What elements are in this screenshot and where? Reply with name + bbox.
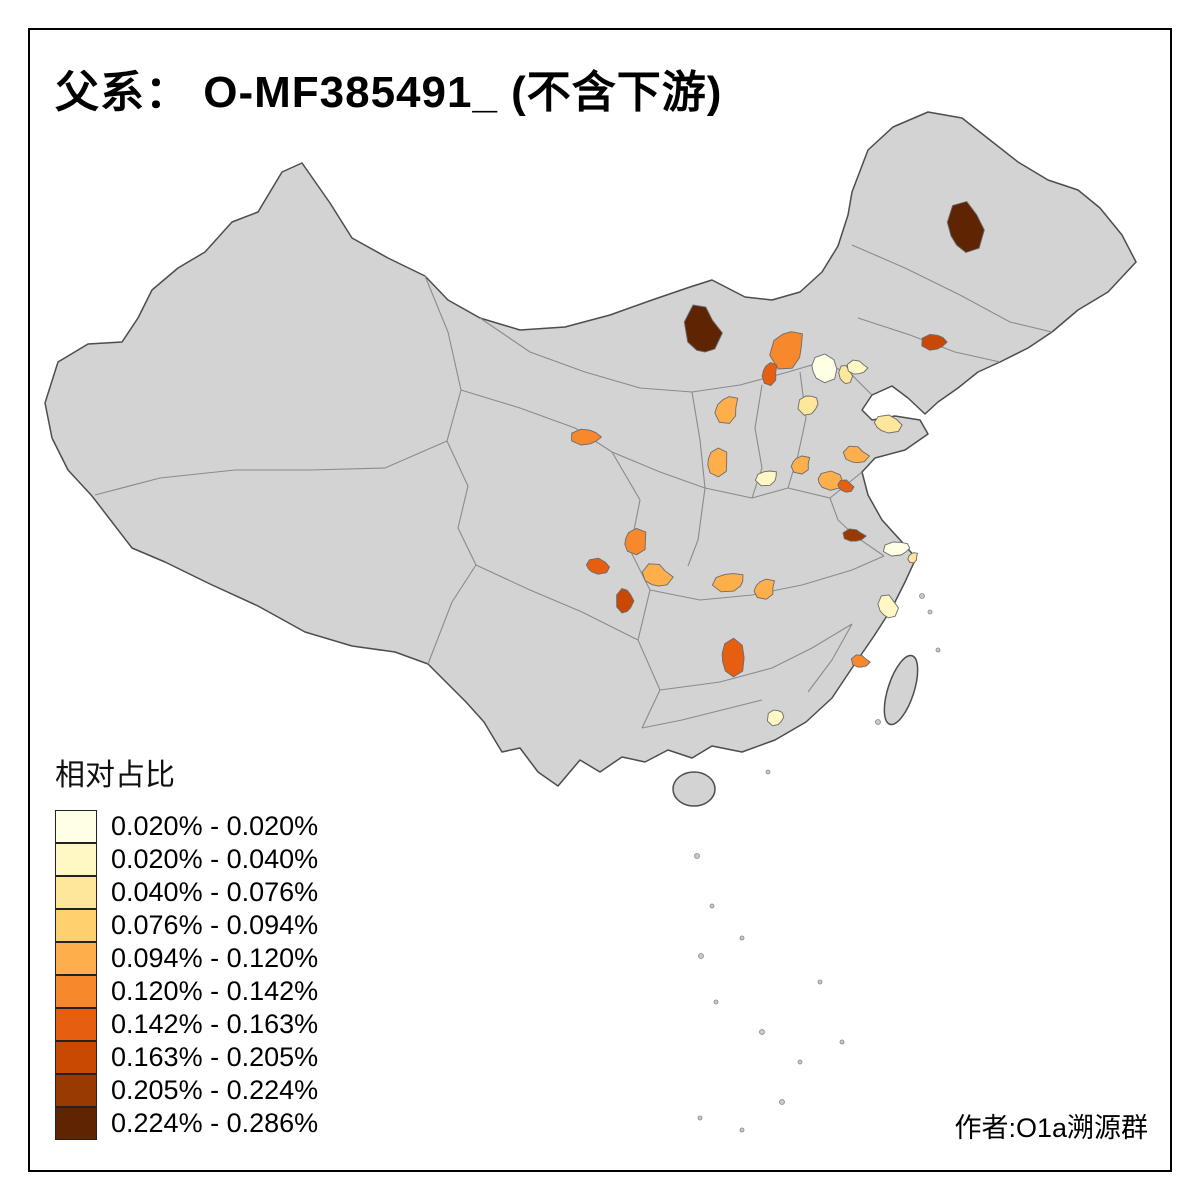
legend-range-label: 0.020% - 0.020% [111, 811, 319, 841]
legend-swatch [55, 875, 97, 909]
legend-range-label: 0.020% - 0.040% [111, 844, 319, 874]
map-region-bin-10 [683, 304, 723, 353]
map-region-bin-3 [907, 552, 918, 564]
taiwan-island [883, 654, 919, 726]
legend-row: 0.224% - 0.286% [55, 1106, 319, 1140]
map-region-bin-5 [707, 447, 728, 478]
map-region-bin-2 [766, 709, 785, 727]
south-china-sea-islands [694, 593, 941, 1133]
legend-row: 0.020% - 0.020% [55, 809, 319, 843]
highlighted-prefectures [571, 201, 985, 727]
province-borders [94, 244, 1053, 729]
map-region-bin-5 [817, 470, 843, 491]
legend-title: 相对占比 [55, 759, 175, 792]
legend-swatch [55, 809, 97, 843]
map-region-bin-7 [721, 637, 745, 678]
map-region-bin-2 [846, 359, 869, 375]
legend-swatch [55, 974, 97, 1008]
legend-range-label: 0.163% - 0.205% [111, 1042, 319, 1072]
map-region-bin-10 [946, 201, 985, 253]
map-region-bin-6 [769, 331, 803, 370]
map-region-bin-9 [842, 528, 867, 542]
legend-row: 0.120% - 0.142% [55, 974, 319, 1008]
legend-swatch [55, 1106, 97, 1140]
legend-swatch [55, 908, 97, 942]
map-region-bin-5 [753, 578, 775, 600]
map-region-bin-3 [797, 395, 819, 416]
legend-row: 0.205% - 0.224% [55, 1073, 319, 1107]
legend-range-label: 0.142% - 0.163% [111, 1009, 319, 1039]
legend-row: 0.142% - 0.163% [55, 1007, 319, 1041]
legend-row: 0.094% - 0.120% [55, 941, 319, 975]
legend-row: 0.076% - 0.094% [55, 908, 319, 942]
map-region-bin-7 [761, 362, 778, 387]
map-region-bin-6 [571, 428, 602, 446]
legend-swatch [55, 1073, 97, 1107]
legend-range-label: 0.120% - 0.142% [111, 976, 319, 1006]
map-region-bin-7 [585, 557, 610, 575]
legend-range-label: 0.205% - 0.224% [111, 1075, 319, 1105]
map-region-bin-7 [837, 479, 855, 493]
map-region-bin-8 [616, 588, 635, 614]
map-region-bin-2 [877, 594, 899, 619]
legend-range-label: 0.076% - 0.094% [111, 910, 319, 940]
map-region-bin-3 [873, 414, 903, 434]
map-region-bin-5 [641, 563, 674, 587]
legend-range-label: 0.094% - 0.120% [111, 943, 319, 973]
legend-row: 0.020% - 0.040% [55, 842, 319, 876]
legend-range-label: 0.040% - 0.076% [111, 877, 319, 907]
legend-swatch [55, 1007, 97, 1041]
map-region-bin-6 [850, 654, 871, 668]
map-region-bin-5 [790, 455, 811, 475]
legend-range-label: 0.224% - 0.286% [111, 1108, 319, 1138]
legend-row: 0.040% - 0.076% [55, 875, 319, 909]
legend-swatch [55, 941, 97, 975]
map-region-bin-1 [811, 353, 838, 384]
legend: 相对占比 0.020% - 0.020% 0.020% - 0.040% 0.040… [55, 750, 318, 1140]
legend-row: 0.163% - 0.205% [55, 1040, 319, 1074]
legend-rows: 0.020% - 0.020% 0.020% - 0.040% 0.040% - 0… [55, 809, 319, 1140]
hainan-island [672, 771, 716, 807]
author-credit: 作者:O1a溯源群 [954, 1113, 1148, 1143]
china-mainland-shape [44, 111, 1137, 787]
map-region-bin-8 [921, 333, 948, 351]
legend-swatch [55, 1040, 97, 1074]
legend-swatch [55, 842, 97, 876]
map-region-bin-1 [882, 541, 911, 557]
map-region-bin-5 [842, 445, 870, 464]
map-region-bin-6 [624, 527, 647, 556]
map-region-bin-5 [714, 396, 739, 424]
page-title: 父系： O-MF385491_ (不含下游) [55, 68, 723, 117]
map-region-bin-2 [754, 470, 777, 487]
map-region-bin-5 [711, 573, 744, 593]
